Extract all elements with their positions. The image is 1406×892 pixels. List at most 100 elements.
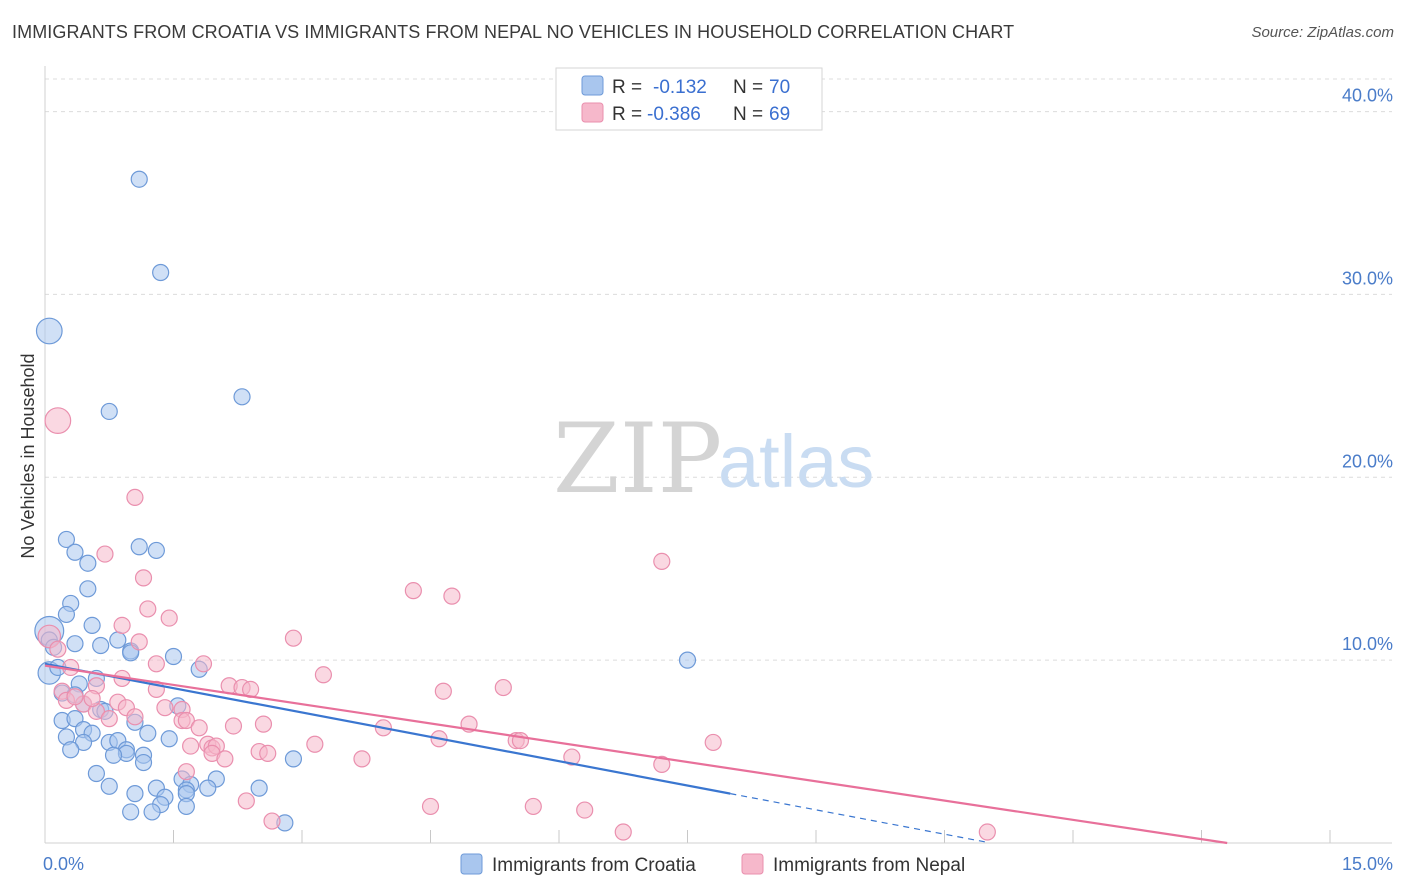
croatia-point (250, 779, 268, 797)
croatia-point (147, 541, 165, 560)
x-tick-label: 0.0% (43, 854, 84, 874)
legend-swatch-nepal (581, 102, 604, 123)
nepal-point (254, 715, 273, 733)
series-nepal-points (37, 407, 996, 841)
nepal-point (263, 812, 281, 830)
nepal-point (494, 678, 512, 697)
croatia-point (79, 554, 97, 572)
croatia-point (92, 636, 110, 655)
nepal-point (224, 717, 243, 735)
nepal-point (434, 682, 452, 700)
nepal-point (704, 733, 722, 752)
nepal-point (96, 545, 114, 563)
legend-r-value-croatia: -0.132 (653, 77, 707, 98)
nepal-point (156, 699, 174, 717)
croatia-point (233, 388, 251, 406)
nepal-point (511, 731, 530, 750)
trend-line-nepal (44, 664, 1228, 845)
nepal-point (147, 655, 165, 673)
nepal-point (66, 688, 84, 706)
nepal-point (576, 801, 594, 819)
croatia-point (57, 530, 76, 549)
nepal-point (404, 582, 422, 600)
nepal-point (139, 600, 157, 618)
nepal-point (524, 797, 542, 816)
bottom-legend-swatch-nepal (741, 853, 764, 875)
x-tick-label: 15.0% (1342, 854, 1393, 874)
croatia-point (57, 605, 76, 624)
croatia-point (134, 753, 153, 772)
watermark-atlas: atlas (718, 420, 874, 503)
legend-swatch-croatia (581, 75, 604, 96)
watermark: ZIP atlas (553, 403, 874, 515)
legend-r-label-croatia: R = (612, 77, 642, 98)
nepal-point (126, 488, 144, 506)
axes-layer: 10.0% 20.0% 30.0% 40.0% 0.0% 15.0% (43, 66, 1393, 874)
source-credit: Source: ZipAtlas.com (1251, 24, 1394, 41)
legend-r-label-nepal: R = (612, 104, 642, 125)
nepal-point (653, 552, 671, 571)
nepal-point (306, 735, 324, 753)
legend-n-label-croatia: N = (733, 77, 763, 98)
croatia-point (199, 779, 217, 797)
nepal-point (100, 710, 118, 728)
croatia-point (100, 777, 118, 795)
croatia-point (74, 733, 93, 752)
croatia-point (139, 724, 157, 742)
watermark-zip: ZIP (553, 403, 722, 515)
croatia-point (109, 631, 127, 649)
correlation-legend: R = -0.132 N = 70 R = -0.386 N = 69 (555, 67, 823, 131)
croatia-point (79, 580, 97, 598)
bottom-legend-swatch-croatia (460, 853, 483, 875)
nepal-point (130, 633, 148, 651)
nepal-point (113, 616, 131, 635)
y-tick-label: 10.0% (1342, 634, 1393, 654)
bottom-legend-nepal: Immigrants from Nepal (773, 855, 965, 876)
nepal-point (49, 640, 67, 658)
croatia-point (177, 797, 195, 816)
croatia-point (83, 616, 101, 635)
nepal-point (978, 823, 996, 841)
croatia-point (87, 764, 106, 783)
nepal-point (190, 719, 208, 737)
croatia-point (66, 635, 84, 653)
nepal-point (314, 666, 333, 684)
nepal-point (177, 763, 195, 781)
nepal-point (259, 744, 277, 763)
croatia-point (130, 538, 148, 556)
y-tick-label: 20.0% (1342, 451, 1393, 471)
nepal-point (134, 569, 153, 587)
nepal-point (614, 823, 632, 841)
series-legend: Immigrants from Croatia Immigrants from … (460, 853, 965, 876)
nepal-point (237, 792, 255, 810)
nepal-point (44, 407, 72, 435)
croatia-point (66, 543, 84, 561)
croatia-point (152, 263, 170, 282)
croatia-point (35, 317, 63, 345)
nepal-point (284, 629, 303, 647)
y-axis-label: No Vehicles in Household (18, 353, 38, 558)
nepal-point (443, 587, 461, 605)
croatia-point (143, 803, 161, 821)
croatia-point (126, 785, 144, 803)
croatia-point (100, 402, 118, 421)
legend-n-value-nepal: 69 (769, 104, 790, 125)
nepal-point (353, 750, 371, 768)
nepal-point (126, 708, 144, 726)
croatia-point (164, 647, 183, 666)
legend-r-value-nepal: -0.386 (647, 104, 701, 125)
grid-layer (45, 78, 1392, 661)
croatia-point (160, 730, 178, 748)
nepal-point (182, 737, 200, 755)
croatia-point (104, 746, 123, 764)
bottom-legend-croatia: Immigrants from Croatia (492, 855, 696, 876)
nepal-point (83, 689, 101, 708)
nepal-point (177, 711, 195, 730)
croatia-point (284, 750, 303, 768)
croatia-point (62, 741, 80, 759)
y-tick-label: 30.0% (1342, 268, 1393, 288)
croatia-point (122, 803, 140, 821)
chart-title: IMMIGRANTS FROM CROATIA VS IMMIGRANTS FR… (12, 22, 1015, 42)
nepal-point (216, 750, 234, 768)
